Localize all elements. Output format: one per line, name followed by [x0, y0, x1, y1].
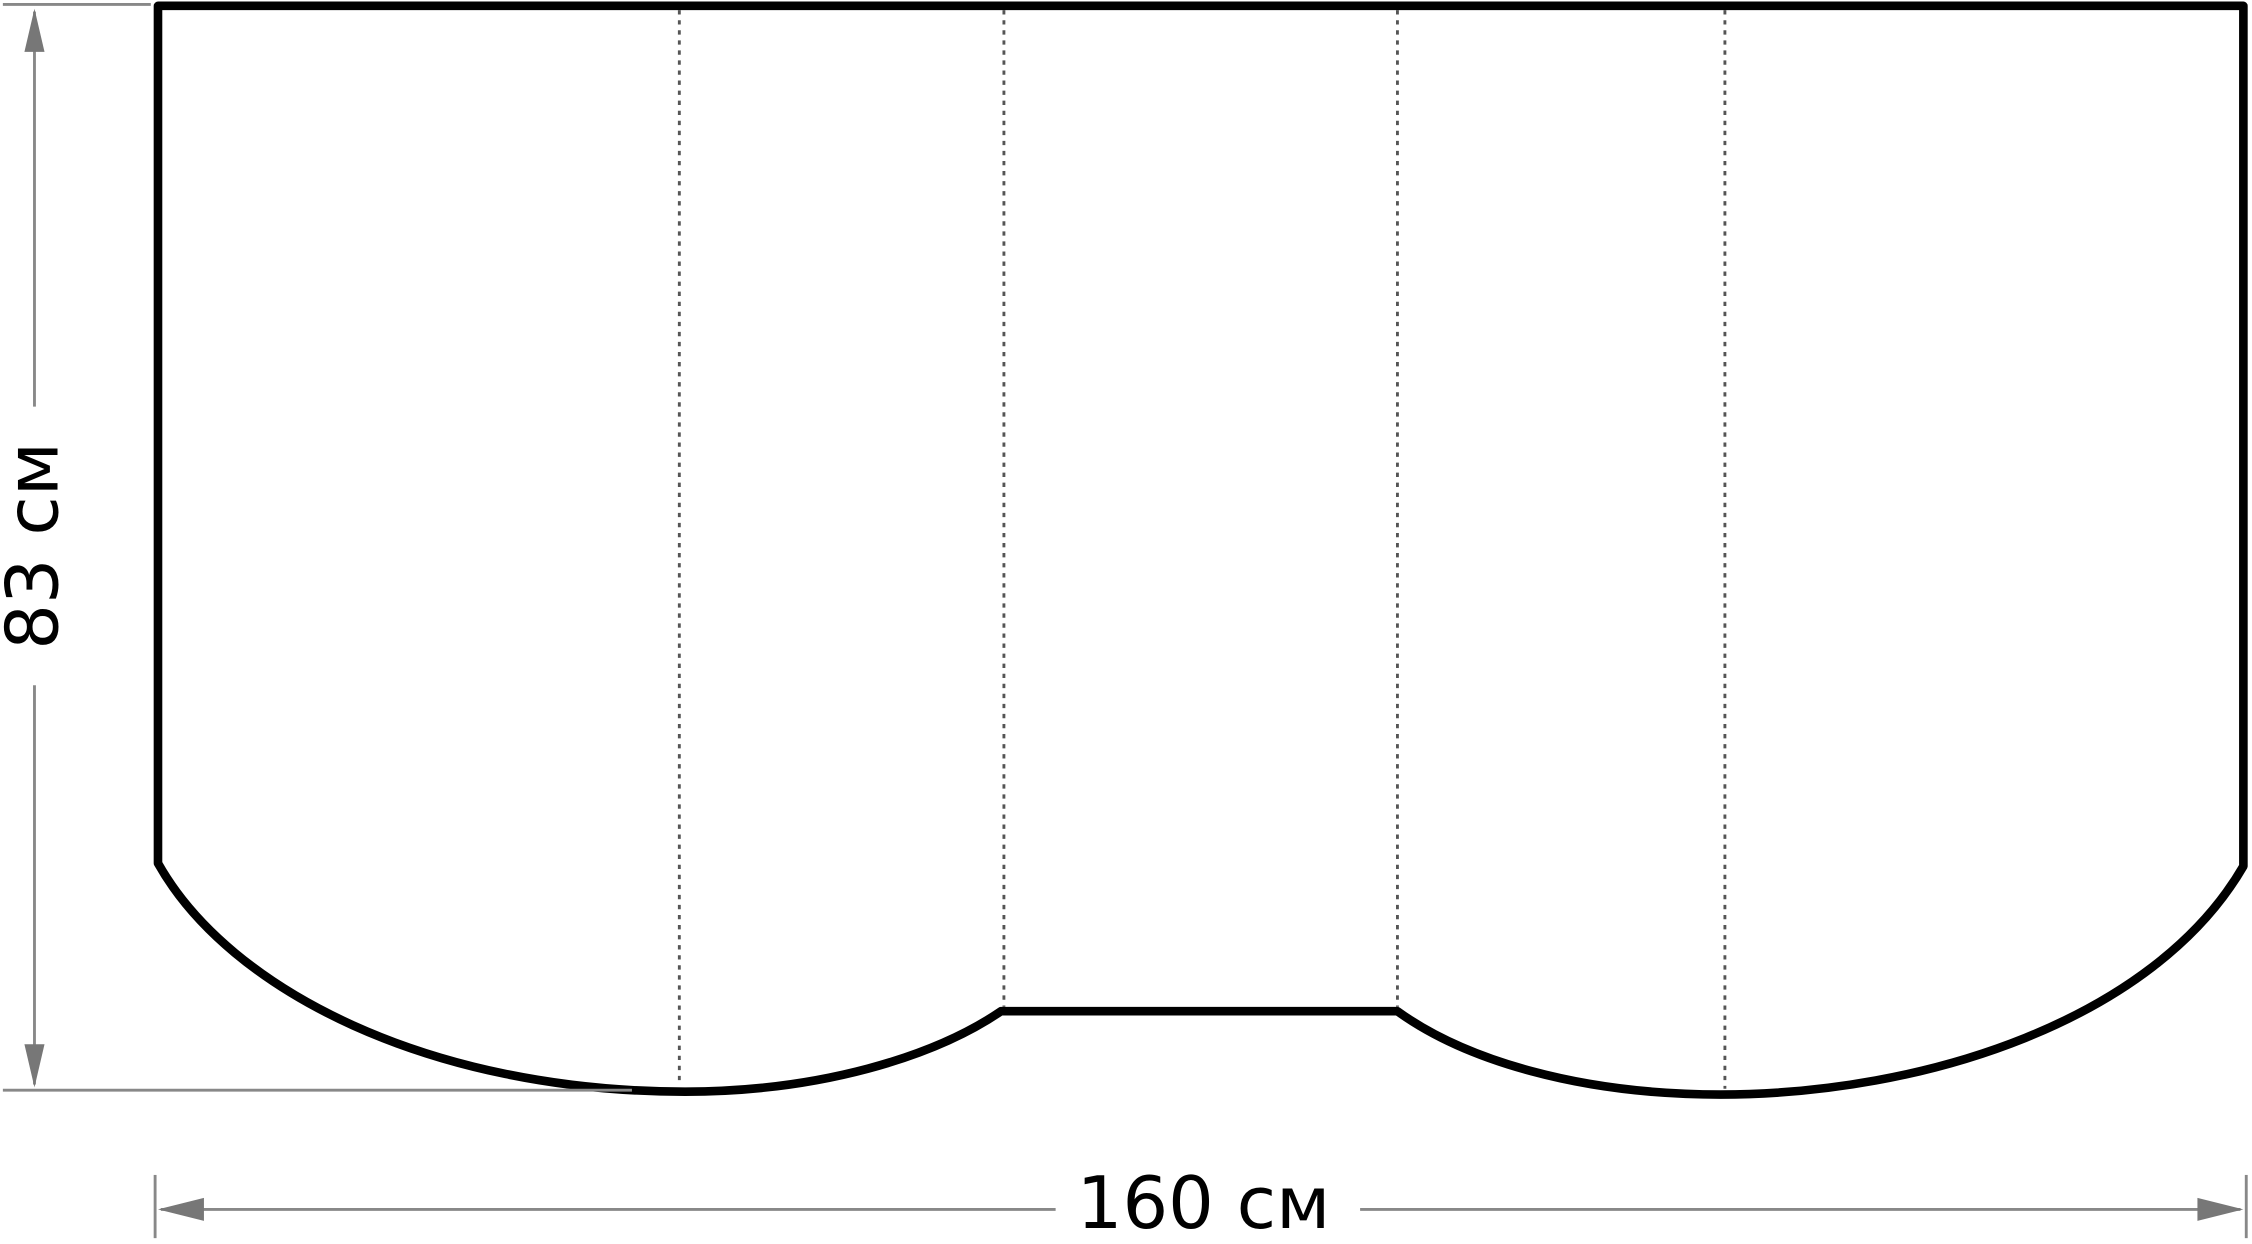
sunshade-outline	[153, 1, 2248, 1099]
arrow-right-icon	[2197, 1197, 2244, 1221]
arrow-left-icon	[157, 1197, 204, 1221]
width-label: 160 см	[1077, 1161, 1331, 1244]
arrow-up-icon	[24, 8, 45, 52]
height-label: 83 см	[0, 442, 74, 650]
arrow-down-icon	[24, 1044, 45, 1088]
